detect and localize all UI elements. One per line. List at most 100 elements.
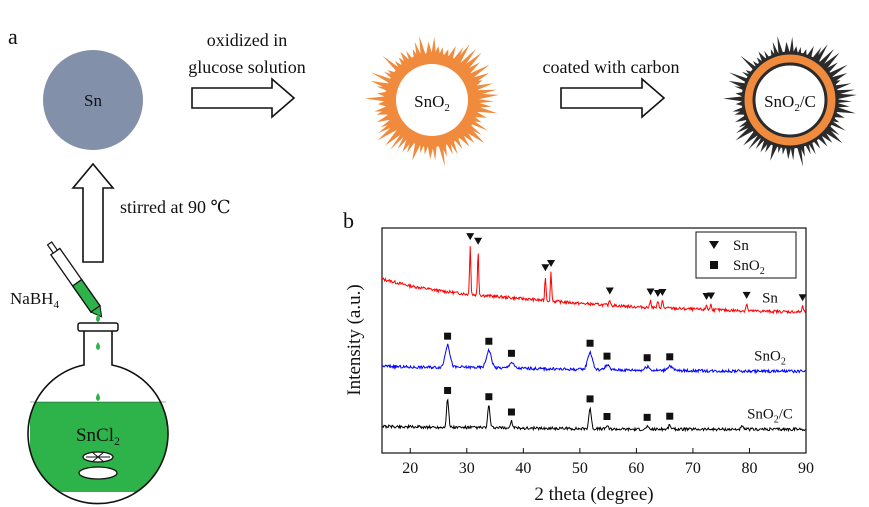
spike <box>729 72 751 84</box>
spike <box>740 55 758 72</box>
spike <box>377 124 398 141</box>
pipette <box>46 241 103 318</box>
x-axis: 20 30 40 50 60 70 80 90 <box>402 448 814 477</box>
legend-marker-sn <box>709 241 719 249</box>
xrd-trace <box>381 246 806 315</box>
peak-marker <box>485 393 493 401</box>
spike <box>412 141 421 161</box>
peak-marker <box>485 337 493 345</box>
sn-label: Sn <box>84 91 102 110</box>
spike <box>370 80 391 90</box>
round-bottom-flask <box>27 322 169 505</box>
peak-marker <box>666 353 674 361</box>
peak-marker <box>603 412 611 420</box>
peak-marker <box>603 352 611 360</box>
peak-marker <box>507 408 515 416</box>
x-tick-label: 50 <box>572 460 588 477</box>
spike <box>419 36 426 57</box>
spike <box>432 144 437 161</box>
spike <box>777 36 784 57</box>
plot-frame <box>381 227 807 454</box>
drop-1 <box>96 314 100 322</box>
spike <box>445 141 453 155</box>
peak-marker <box>547 260 556 268</box>
x-tick-label: 70 <box>685 460 701 477</box>
precursor-label: SnCl2 <box>76 425 120 448</box>
peak-marker <box>798 294 807 302</box>
peak-marker <box>541 264 550 272</box>
series-label: SnO2/C <box>747 407 793 426</box>
spike <box>385 129 403 146</box>
x-tick-label: 90 <box>798 460 814 477</box>
series-labels: Sn SnO2 SnO2/C <box>747 291 793 426</box>
spike <box>475 106 498 114</box>
spike <box>790 144 795 161</box>
peak-marker <box>444 332 452 340</box>
spike <box>833 106 856 114</box>
legend-label-sno2: SnO2 <box>733 258 765 277</box>
sn-sphere <box>43 50 143 150</box>
y-axis-label: Intensity (a.u.) <box>344 284 365 395</box>
spike <box>452 47 464 63</box>
spike <box>454 44 470 65</box>
spike <box>476 98 494 104</box>
sno2-carbon-label: SnO2/C <box>764 92 816 114</box>
step2-label: coated with carbon <box>543 57 680 77</box>
arrow-stir <box>71 162 115 263</box>
peak-marker <box>707 292 716 300</box>
x-tick-label: 20 <box>402 460 418 477</box>
stir-bar <box>78 451 118 480</box>
series-layer <box>381 246 806 433</box>
step1-label-line2: glucose solution <box>188 57 306 77</box>
spike <box>425 41 433 56</box>
peak-marker <box>444 386 452 394</box>
drop-3 <box>96 393 100 401</box>
spike <box>397 135 409 150</box>
arrow-oxidize <box>191 77 296 119</box>
stir-label: stirred at 90 ℃ <box>120 197 231 217</box>
spike <box>789 36 794 56</box>
series-label: Sn <box>762 291 778 307</box>
x-tick-label: 40 <box>515 460 531 477</box>
legend-box <box>695 231 797 279</box>
spike <box>468 64 490 79</box>
peak-marker <box>466 233 475 241</box>
spike <box>374 105 389 112</box>
spike <box>723 96 746 102</box>
spike <box>423 144 429 155</box>
sno2-label: SnO2 <box>414 92 450 114</box>
peak-marker <box>605 287 614 295</box>
xrd-trace <box>381 343 806 375</box>
spike <box>464 125 485 144</box>
x-tick-label: 60 <box>628 460 644 477</box>
peak-marker <box>643 413 651 421</box>
reducer-label: NaBH4 <box>10 289 59 311</box>
peak-markers <box>444 233 807 421</box>
spike <box>470 119 488 131</box>
spike <box>378 121 396 134</box>
spike <box>476 93 499 100</box>
spike <box>438 143 445 167</box>
peak-marker <box>653 289 662 297</box>
legend-marker-sno2 <box>710 261 718 269</box>
spike <box>414 41 422 58</box>
peak-marker <box>474 237 483 245</box>
peak-marker <box>666 412 674 420</box>
spike <box>834 93 857 100</box>
x-tick-label: 30 <box>459 460 475 477</box>
peak-marker <box>643 354 651 362</box>
spike <box>728 80 749 90</box>
legend: Sn SnO2 <box>695 231 797 279</box>
x-axis-label: 2 theta (degree) <box>534 484 653 505</box>
peak-marker <box>658 288 667 296</box>
spike <box>459 48 477 68</box>
peak-marker <box>507 349 515 357</box>
x-tick-label: 80 <box>741 460 757 477</box>
peak-marker <box>586 395 594 403</box>
carbon-layer <box>741 51 839 149</box>
spike <box>467 124 482 136</box>
spike <box>812 44 828 65</box>
spike <box>390 132 405 150</box>
drop-2 <box>96 342 100 350</box>
spike <box>365 96 388 102</box>
